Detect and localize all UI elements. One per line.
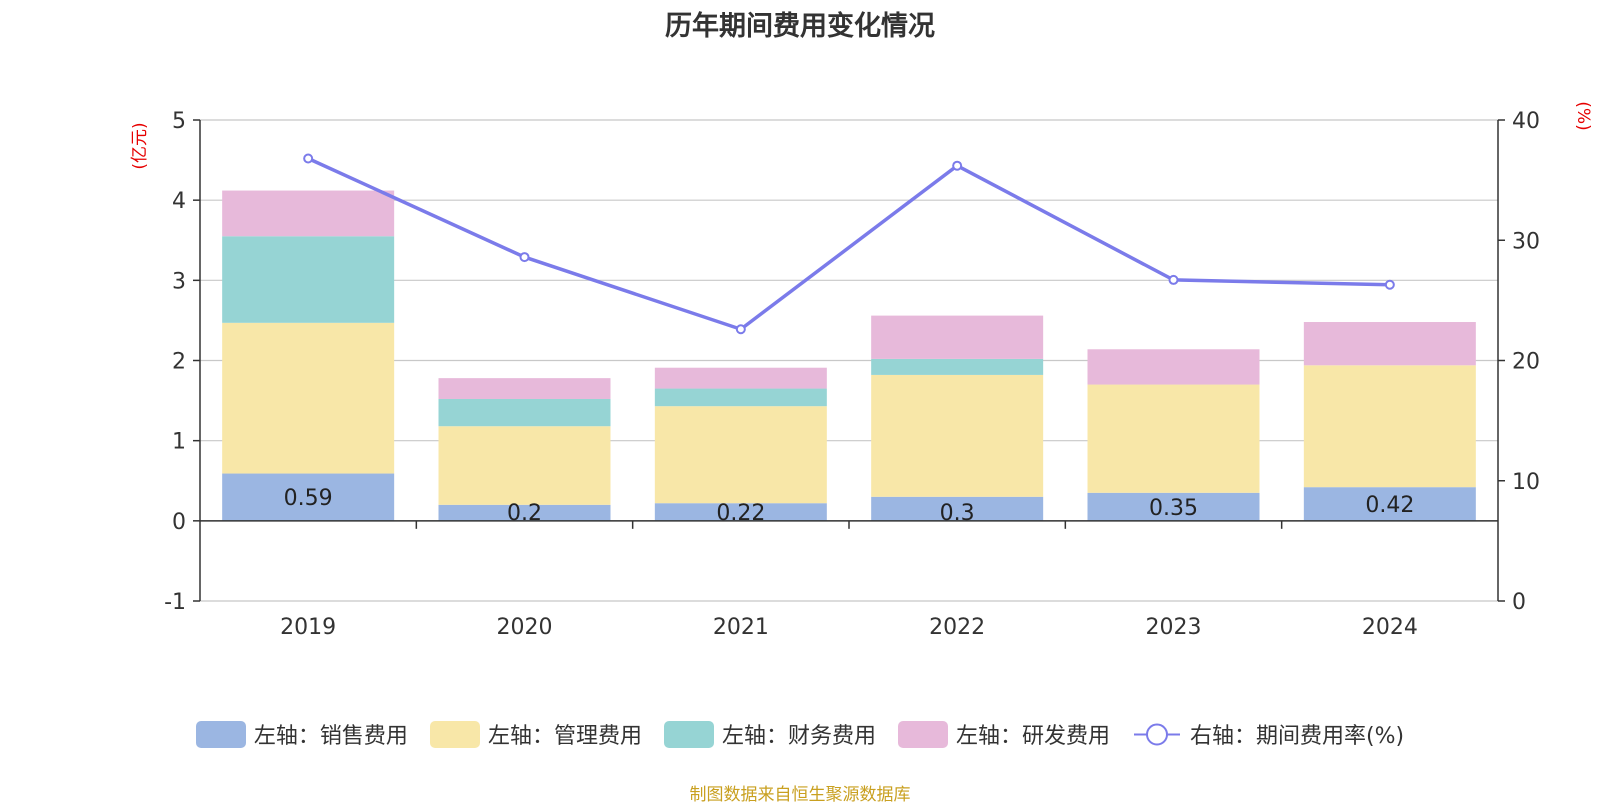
- bar-segment: [222, 236, 395, 323]
- legend-label-admin: 左轴：管理费用: [487, 724, 642, 749]
- legend-label-sales: 左轴：销售费用: [253, 724, 408, 749]
- rate-point: [735, 324, 746, 335]
- line-layer: [303, 153, 1395, 335]
- legend-line-rate-icon: [1133, 723, 1180, 745]
- left-tick-label: 0: [172, 510, 186, 535]
- bar-segment: [1303, 487, 1476, 521]
- bar-segment: [438, 426, 611, 505]
- label-layer: 0.59 0.2 0.22 0.3 0.35 0.42: [284, 486, 1415, 526]
- bar-segment: [871, 358, 1044, 375]
- bar-segment: [438, 398, 611, 427]
- bar-segment: [1087, 492, 1260, 521]
- bar-segment: [1087, 349, 1260, 385]
- category-label: 2020: [497, 615, 553, 640]
- bar-segment: [1303, 322, 1476, 366]
- legend-swatch-admin: [429, 720, 480, 748]
- category-label: 2024: [1362, 615, 1418, 640]
- bar-segment: [871, 496, 1044, 521]
- legend-item-rate[interactable]: 右轴：期间费用率(%): [1132, 718, 1404, 750]
- legend-label-finance: 左轴：财务费用: [721, 724, 876, 749]
- chart-title: 历年期间费用变化情况: [665, 11, 935, 42]
- bar-value-label: 0.2: [507, 501, 542, 526]
- rate-line: [307, 156, 1390, 332]
- bar-value-label: 0.42: [1365, 493, 1414, 518]
- left-tick-label: 4: [172, 189, 186, 214]
- legend-swatch-sales: [195, 720, 246, 748]
- source-note: 制图数据来自恒生聚源数据库: [689, 785, 911, 805]
- bar-segment: [222, 473, 395, 521]
- left-tick-label: 2: [172, 350, 186, 375]
- bar-segment: [871, 374, 1044, 497]
- bar-layer: [222, 190, 1476, 521]
- bar-segment: [871, 315, 1044, 359]
- rate-point: [1168, 274, 1179, 285]
- rate-point: [303, 153, 314, 164]
- bar-segment: [222, 322, 395, 474]
- legend-swatch-finance: [663, 720, 714, 748]
- category-label: 2022: [929, 615, 985, 640]
- left-tick-label: 5: [172, 109, 186, 134]
- rate-point: [519, 252, 530, 263]
- bar-segment: [222, 190, 395, 237]
- right-tick-label: 30: [1512, 229, 1540, 254]
- right-tick-label: 40: [1512, 109, 1540, 134]
- right-tick-label: 20: [1512, 350, 1540, 375]
- bar-value-label: 0.22: [716, 501, 765, 526]
- right-tick-label: 10: [1512, 470, 1540, 495]
- legend-item-rnd[interactable]: 左轴：研发费用: [897, 718, 1110, 750]
- legend-item-finance[interactable]: 左轴：财务费用: [663, 718, 876, 750]
- axis-layer: -1 0 1 2 3 4 5 (亿元) 0 10 20 30 40 (%) 2019 2020 2021 2022…: [130, 101, 1593, 640]
- rate-point: [952, 160, 963, 171]
- bar-segment: [438, 504, 611, 521]
- category-label: 2023: [1146, 615, 1202, 640]
- left-tick-label: -1: [164, 590, 186, 615]
- category-label: 2021: [713, 615, 769, 640]
- legend-item-sales[interactable]: 左轴：销售费用: [195, 718, 408, 750]
- bar-segment: [1087, 384, 1260, 493]
- bar-segment: [654, 406, 827, 504]
- grid-layer: [200, 119, 1498, 602]
- right-tick-label: 0: [1512, 590, 1526, 615]
- bar-segment: [654, 367, 827, 389]
- legend-label-rate: 右轴：期间费用率(%): [1189, 724, 1405, 749]
- left-tick-label: 1: [172, 430, 186, 455]
- bar-value-label: 0.35: [1149, 496, 1198, 521]
- legend-item-admin[interactable]: 左轴：管理费用: [429, 718, 642, 750]
- right-axis-label: (%): [1573, 101, 1593, 130]
- legend-swatch-rnd: [897, 720, 948, 748]
- legend-label-rnd: 左轴：研发费用: [955, 724, 1110, 749]
- bar-segment: [1303, 365, 1476, 488]
- bar-segment: [654, 503, 827, 521]
- bar-value-label: 0.59: [284, 486, 333, 511]
- legend: 左轴：销售费用 左轴：管理费用 左轴：财务费用 左轴：研发费用 右轴：期间费用率…: [0, 718, 1600, 750]
- bar-segment: [438, 378, 611, 399]
- bar-value-label: 0.3: [940, 501, 975, 526]
- rate-point: [1384, 279, 1395, 290]
- left-tick-label: 3: [172, 269, 186, 294]
- category-label: 2019: [280, 615, 336, 640]
- bar-segment: [654, 388, 827, 407]
- left-axis-label: (亿元): [130, 122, 150, 169]
